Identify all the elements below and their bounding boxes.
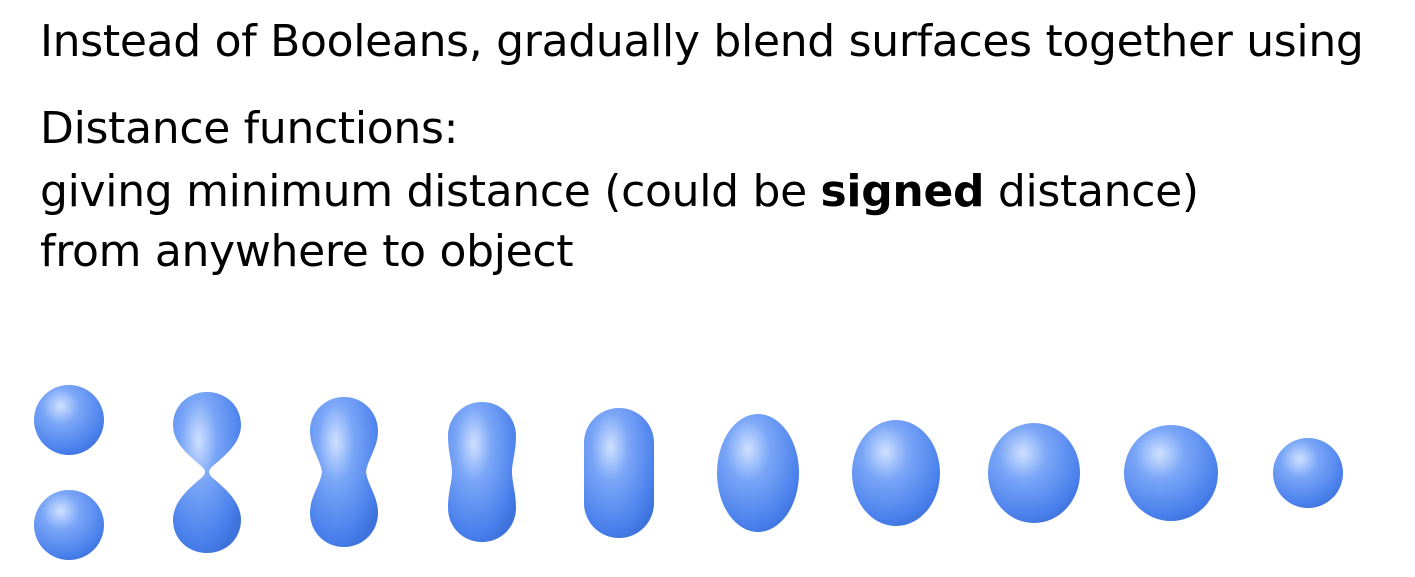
blob-stage-6 <box>717 414 799 532</box>
slide-line-4: from anywhere to object <box>40 226 574 277</box>
blob-stage-1 <box>34 385 104 560</box>
signed-emphasis: signed <box>820 166 985 217</box>
slide-line-3: giving minimum distance (could be signed… <box>40 170 1199 214</box>
blob-stage-5 <box>584 408 654 538</box>
blend-sequence-illustration <box>34 385 1343 560</box>
blob-stage-10 <box>1273 438 1343 508</box>
line-3-before: giving minimum distance (could be <box>40 166 821 217</box>
slide-line-1: Instead of Booleans, gradually blend sur… <box>40 16 1364 67</box>
blob-stage-2 <box>173 392 241 553</box>
blob-stage-8 <box>988 423 1080 523</box>
blob-stage-9 <box>1124 425 1218 521</box>
blob-stage-3 <box>310 397 378 547</box>
blob-stage-7 <box>852 420 940 526</box>
slide-line-2: Distance functions: <box>40 103 459 154</box>
line-3-after: distance) <box>984 166 1199 217</box>
blob-stage-4 <box>448 402 516 542</box>
